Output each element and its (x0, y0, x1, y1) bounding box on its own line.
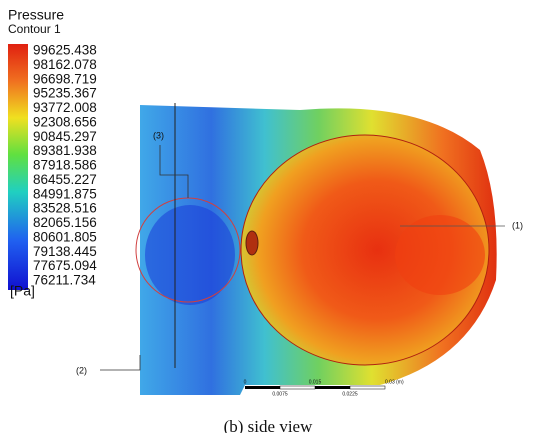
scale-label: 0.0225 (342, 391, 358, 397)
scale-label: 0.0075 (272, 391, 288, 397)
legend-title: Pressure (8, 7, 64, 23)
legend-level: 92308.656 (33, 114, 97, 129)
leader-2 (100, 355, 140, 370)
legend-unit: [Pa] (10, 283, 35, 299)
legend-level: 89381.938 (33, 143, 97, 158)
annotation-1: (1) (512, 220, 523, 230)
legend-level: 87918.586 (33, 158, 97, 173)
scale-label: 0.015 (309, 379, 322, 385)
legend-subtitle: Contour 1 (8, 22, 61, 36)
scale-label: 0.03 (m) (385, 379, 404, 385)
annotation-2: (2) (76, 365, 87, 375)
legend-level: 77675.094 (33, 258, 97, 273)
scale-segment (315, 386, 350, 389)
screenshot: Pressure Contour 1 99625.43898162.078966… (0, 0, 551, 433)
scale-segment (280, 386, 315, 389)
scale-segment (245, 386, 280, 389)
legend-level: 95235.367 (33, 86, 97, 101)
legend-level: 96698.719 (33, 71, 97, 86)
legend-levels: 99625.43898162.07896698.71995235.3679377… (33, 43, 97, 288)
scale-segment (350, 386, 385, 389)
legend-level: 76211.734 (33, 273, 96, 288)
legend-level: 86455.227 (33, 172, 97, 187)
legend-level: 99625.438 (33, 43, 97, 58)
high-pressure-zone (395, 215, 485, 295)
legend-level: 80601.805 (33, 229, 97, 244)
legend-level: 83528.516 (33, 201, 97, 216)
annotation-3: (3) (153, 130, 164, 140)
caption: (b) side view (224, 417, 313, 433)
color-bar (8, 44, 28, 290)
legend-level: 82065.156 (33, 215, 97, 230)
legend-level: 84991.875 (33, 186, 97, 201)
legend-level: 93772.008 (33, 100, 97, 115)
legend-level: 98162.078 (33, 57, 97, 72)
legend-level: 79138.445 (33, 244, 97, 259)
legend-level: 90845.297 (33, 129, 97, 144)
nozzle (246, 231, 258, 255)
scale-label: 0 (244, 379, 247, 385)
